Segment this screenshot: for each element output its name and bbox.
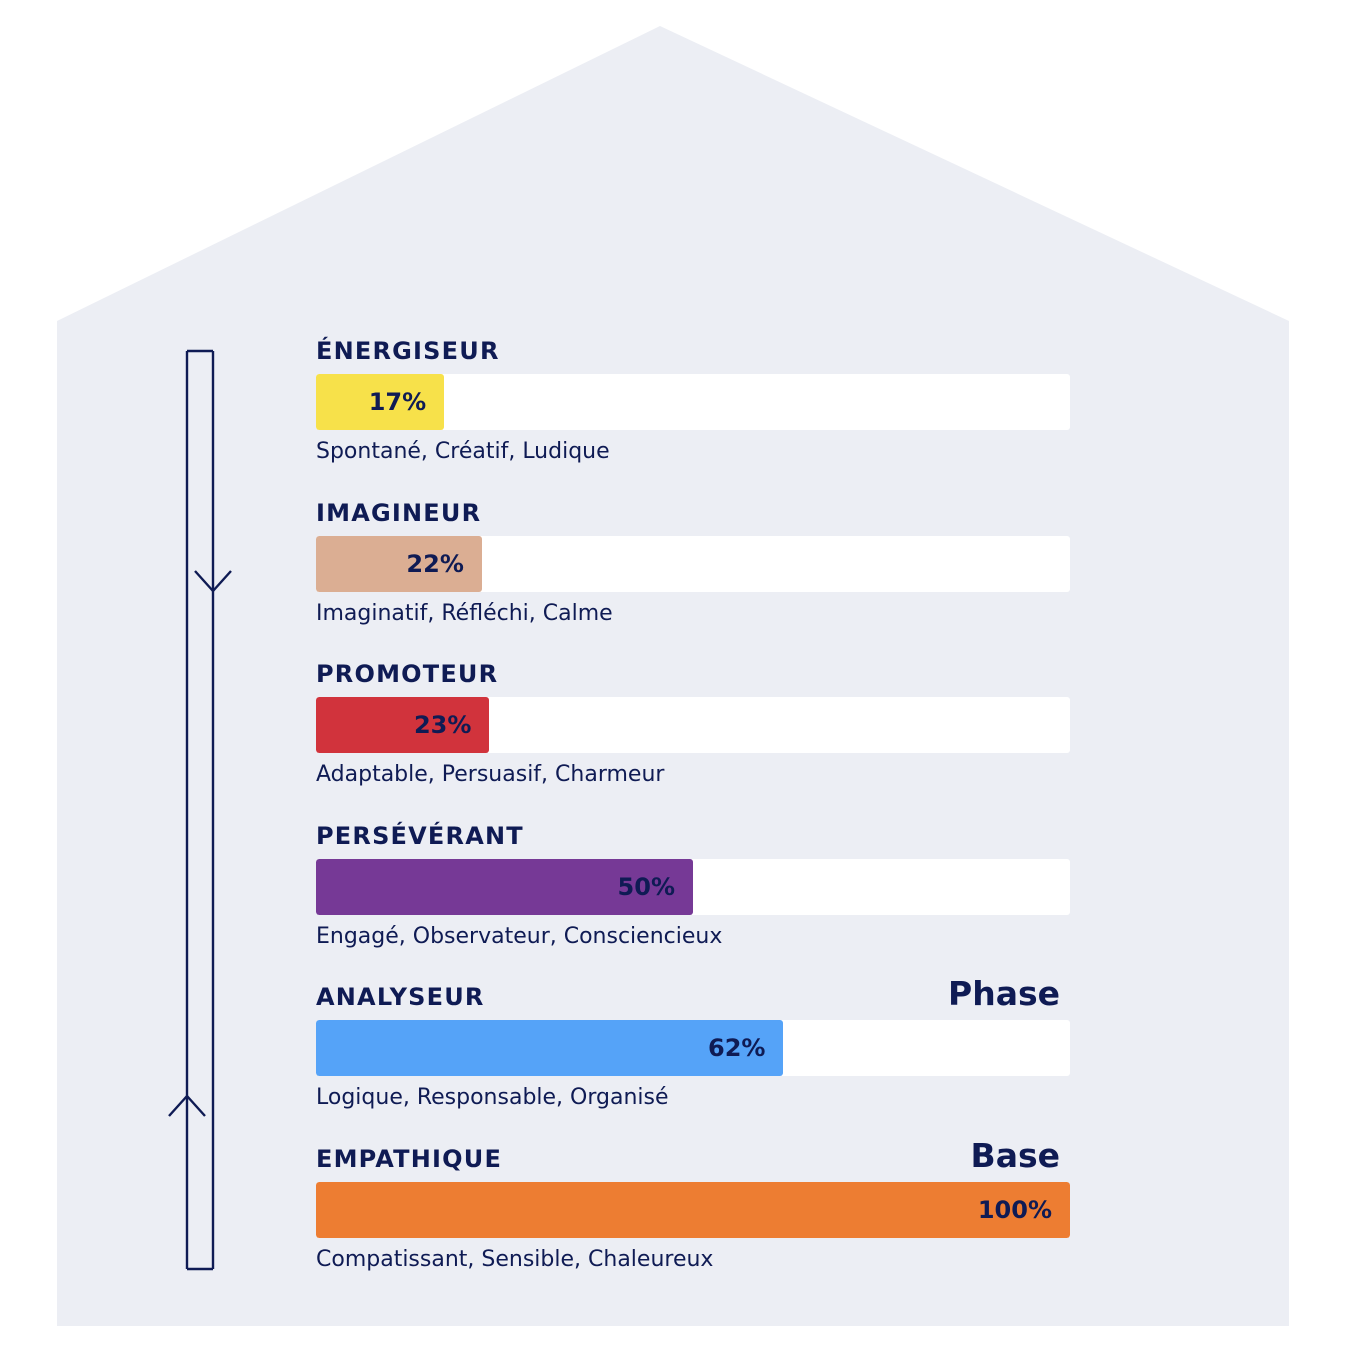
bar-value-label: 100% <box>977 1195 1052 1224</box>
bar-value-label: 23% <box>413 711 472 739</box>
bar-track: 23% <box>316 697 1070 753</box>
bar-category-label: IMAGINEUR <box>316 498 482 527</box>
bar-value-label: 17% <box>368 388 427 416</box>
bar-category-label: EMPATHIQUE <box>316 1144 503 1173</box>
bar-category-label: PROMOTEUR <box>316 660 499 688</box>
bar-value-label: 50% <box>617 872 675 901</box>
direction-indicator <box>168 349 232 1271</box>
bar-description: Spontané, Créatif, Ludique <box>316 439 610 464</box>
bar: 17% <box>316 374 445 430</box>
bar: 50% <box>316 858 693 915</box>
bar-description: Adaptable, Persuasif, Charmeur <box>316 762 665 787</box>
bar-tag-label: Phase <box>948 974 1060 1013</box>
bar-value-label: 22% <box>406 549 464 578</box>
bar-description: Compatissant, Sensible, Chaleureux <box>316 1246 714 1272</box>
bar-track: 17% <box>316 374 1070 430</box>
bar-track: 100% <box>316 1181 1070 1238</box>
bar: 22% <box>316 535 482 592</box>
arrow-down-icon <box>194 570 232 593</box>
bar-category-label: PERSÉVÉRANT <box>316 821 524 850</box>
bar-track: 50% <box>316 858 1070 915</box>
bar-track: 62% <box>316 1020 1070 1076</box>
bar-description: Logique, Responsable, Organisé <box>316 1085 669 1110</box>
arrow-up-icon <box>168 1094 206 1117</box>
bar-description: Engagé, Observateur, Consciencieux <box>316 923 723 949</box>
bar-track: 22% <box>316 535 1070 592</box>
bar: 62% <box>316 1020 784 1076</box>
bar: 23% <box>316 697 490 753</box>
bar-category-label: ANALYSEUR <box>316 983 485 1011</box>
house-shape <box>57 26 1289 1326</box>
bar-tag-label: Base <box>970 1135 1060 1175</box>
bar-category-label: ÉNERGISEUR <box>316 337 500 365</box>
bar-description: Imaginatif, Réfléchi, Calme <box>316 600 613 626</box>
bar-value-label: 62% <box>708 1034 766 1062</box>
bar: 100% <box>316 1181 1070 1238</box>
